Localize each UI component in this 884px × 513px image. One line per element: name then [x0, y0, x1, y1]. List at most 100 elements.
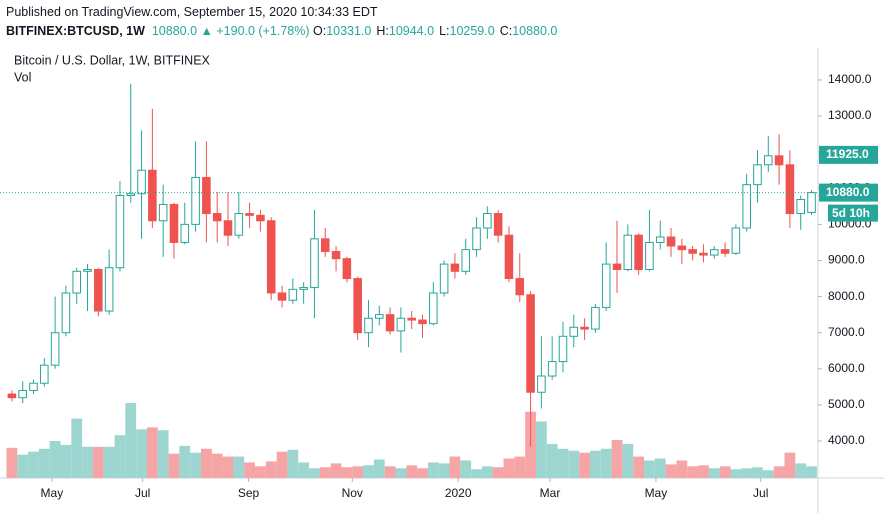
- candle-body: [796, 198, 805, 215]
- candle-body: [461, 249, 471, 272]
- volume-bar: [265, 461, 277, 478]
- candle-body: [418, 319, 427, 325]
- candle-body: [353, 278, 362, 334]
- price-marker: [819, 183, 878, 202]
- volume-bar: [200, 448, 212, 478]
- candle-body: [547, 361, 557, 377]
- symbol: BITFINEX:BTCUSD, 1W: [6, 24, 145, 38]
- volume-bar: [406, 465, 418, 478]
- y-tick-label: 7000.0: [828, 325, 865, 339]
- volume-bar: [244, 462, 256, 478]
- volume-bar: [417, 468, 428, 478]
- candle-body: [623, 234, 633, 271]
- candle-body: [83, 269, 92, 272]
- candle-body: [342, 258, 352, 280]
- candle-body: [785, 164, 795, 215]
- published-line: Published on TradingView.com, September …: [6, 3, 562, 22]
- volume-bar: [654, 458, 666, 478]
- y-tick-label: 9000.0: [828, 253, 865, 267]
- candle-body: [115, 194, 125, 269]
- candle-body: [331, 250, 341, 260]
- candle-body: [94, 269, 103, 312]
- price-marker-label: 11925.0: [826, 147, 869, 161]
- y-tick-label: 4000.0: [828, 433, 865, 447]
- candle-body: [256, 214, 265, 222]
- volume-bar: [309, 468, 320, 478]
- candle-body: [310, 238, 319, 289]
- candle-body: [288, 288, 298, 301]
- candle-body: [169, 204, 179, 243]
- x-tick-label: Jul: [753, 486, 768, 500]
- candle-body: [731, 227, 741, 254]
- candle-body: [537, 375, 546, 393]
- candle-body: [601, 263, 611, 308]
- x-tick-label: May: [645, 486, 668, 500]
- volume-bar: [190, 452, 201, 478]
- ohlc-value: 10944.0: [388, 24, 435, 38]
- volume-bar: [125, 403, 137, 478]
- candle-body: [50, 332, 60, 366]
- volume-bar: [17, 454, 29, 478]
- candle-body: [72, 270, 82, 294]
- volume-bar: [103, 446, 115, 478]
- volume-bar: [481, 466, 493, 478]
- volume-bar: [492, 467, 504, 478]
- volume-bar: [157, 430, 169, 478]
- volume-bar: [427, 462, 439, 478]
- candle-body: [385, 314, 395, 332]
- last-price: 10880.0: [151, 24, 198, 38]
- candle-body: [591, 306, 600, 330]
- candle-body: [266, 220, 276, 294]
- ohlc-value: 10259.0: [449, 24, 495, 38]
- volume-bar: [298, 462, 310, 478]
- candle-body: [450, 263, 460, 272]
- volume-bar: [363, 465, 374, 478]
- candle-body: [202, 176, 211, 215]
- volume-bar: [557, 448, 569, 478]
- y-tick-label: 13000.0: [828, 108, 872, 122]
- candle-body: [223, 220, 233, 236]
- published: Published on TradingView.com, September …: [6, 5, 378, 19]
- volume-bar: [384, 466, 396, 478]
- candle-body: [558, 335, 568, 363]
- volume-bar: [352, 466, 364, 478]
- candle-body: [40, 364, 49, 384]
- x-tick-label: Nov: [342, 486, 363, 500]
- volume-bar: [38, 448, 50, 478]
- candle-body: [742, 184, 751, 229]
- volume-bar: [633, 456, 645, 478]
- change: +190.0 (+1.78%): [216, 24, 310, 38]
- volume-bar: [71, 418, 83, 478]
- candle-body: [504, 234, 514, 280]
- x-tick-label: 2020: [445, 486, 472, 500]
- ohlc-key: C:: [499, 24, 513, 38]
- candle-body: [526, 294, 535, 393]
- x-tick-label: May: [41, 486, 64, 500]
- ohlc-key: L:: [439, 24, 450, 38]
- volume-bar: [341, 467, 353, 478]
- volume-bar: [795, 463, 807, 478]
- candle-body: [234, 213, 244, 236]
- volume-bar: [665, 464, 677, 478]
- y-tick-label: 8000.0: [828, 289, 865, 303]
- volume-bar: [600, 448, 612, 478]
- volume-bar: [114, 435, 126, 478]
- volume-bar: [136, 429, 147, 478]
- ohlc-key: H:: [376, 24, 389, 38]
- candle-body: [407, 317, 416, 321]
- volume-bar: [784, 452, 796, 478]
- candle-body: [774, 155, 784, 166]
- volume-bar: [535, 421, 547, 478]
- volume-bar: [233, 456, 245, 478]
- candle-body: [612, 263, 622, 271]
- volume-bar: [92, 446, 104, 478]
- x-tick-label: Sep: [238, 486, 260, 500]
- volume-bar: [546, 443, 558, 478]
- volume-bar: [687, 466, 699, 478]
- volume-bar: [60, 444, 72, 478]
- volume-bar: [28, 451, 39, 478]
- candle-body: [709, 249, 719, 256]
- ohlc: O:10331.0 H:10944.0 L:10259.0 C:10880.0: [313, 24, 562, 38]
- candle-body: [299, 287, 308, 290]
